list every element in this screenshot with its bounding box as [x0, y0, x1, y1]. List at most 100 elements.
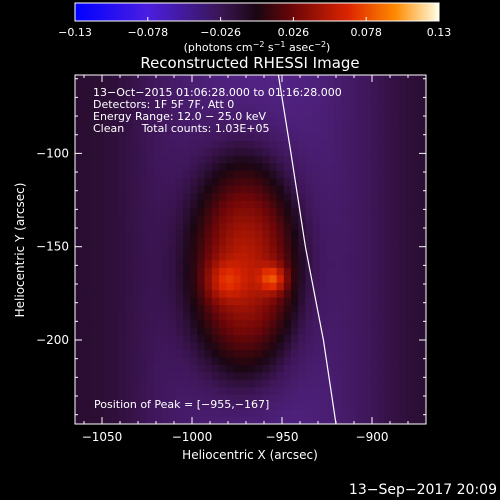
heatmap-pixel — [334, 356, 342, 365]
heatmap-pixel — [399, 95, 407, 104]
heatmap-pixel — [312, 349, 321, 358]
heatmap-pixel — [255, 110, 263, 119]
heatmap-pixel — [262, 341, 270, 350]
heatmap-pixel — [255, 192, 263, 201]
heatmap-pixel — [118, 394, 126, 403]
heatmap-pixel — [103, 289, 112, 298]
heatmap-pixel — [96, 394, 105, 403]
heatmap-pixel — [147, 364, 155, 373]
heatmap-pixel — [154, 132, 162, 141]
heatmap-pixel — [190, 259, 198, 268]
heatmap-pixel — [399, 125, 407, 134]
heatmap-pixel — [377, 312, 386, 321]
heatmap-pixel — [283, 409, 292, 418]
heatmap-pixel — [226, 364, 234, 373]
heatmap-pixel — [305, 244, 314, 253]
heatmap-pixel — [204, 110, 213, 119]
heatmap-pixel — [219, 371, 227, 380]
heatmap-pixel — [269, 125, 278, 134]
heatmap-pixel — [96, 244, 105, 253]
heatmap-pixel — [276, 102, 285, 112]
heatmap-pixel — [363, 312, 371, 321]
heatmap-pixel — [118, 110, 126, 119]
heatmap-pixel — [399, 267, 407, 276]
heatmap-pixel — [406, 259, 414, 268]
heatmap-pixel — [341, 416, 350, 424]
heatmap-pixel — [183, 304, 191, 313]
heatmap-pixel — [348, 394, 357, 403]
heatmap-pixel — [89, 386, 98, 395]
heatmap-pixel — [305, 334, 314, 343]
heatmap-pixel — [420, 312, 426, 321]
heatmap-pixel — [219, 88, 227, 97]
heatmap-pixel — [219, 267, 227, 276]
heatmap-pixel — [255, 371, 263, 380]
heatmap-pixel — [370, 371, 378, 380]
heatmap-pixel — [283, 229, 292, 238]
x-tick-label: −950 — [266, 430, 299, 444]
heatmap-pixel — [377, 356, 386, 365]
heatmap-pixel — [413, 140, 422, 149]
heatmap-pixel — [96, 222, 105, 231]
heatmap-pixel — [103, 237, 112, 246]
heatmap-pixel — [305, 386, 314, 395]
heatmap-pixel — [147, 237, 155, 246]
heatmap-pixel — [377, 192, 386, 201]
heatmap-pixel — [240, 185, 249, 194]
heatmap-pixel — [219, 237, 227, 246]
heatmap-pixel — [370, 244, 378, 253]
heatmap-pixel — [111, 394, 119, 403]
heatmap-pixel — [327, 200, 335, 209]
heatmap-pixel — [103, 125, 112, 134]
heatmap-pixel — [327, 282, 335, 291]
heatmap-pixel — [420, 207, 426, 216]
heatmap-pixel — [96, 200, 105, 209]
heatmap-pixel — [233, 110, 242, 119]
heatmap-pixel — [168, 289, 177, 298]
heatmap-pixel — [305, 394, 314, 403]
heatmap-pixel — [147, 80, 155, 89]
heatmap-pixel — [211, 341, 220, 350]
heatmap-pixel — [247, 177, 256, 186]
heatmap-pixel — [399, 371, 407, 380]
heatmap-pixel — [384, 237, 393, 246]
heatmap-pixel — [384, 312, 393, 321]
info-line-energy: Energy Range: 12.0 − 25.0 keV — [93, 110, 267, 123]
heatmap-pixel — [363, 289, 371, 298]
heatmap-pixel — [226, 140, 234, 149]
heatmap-pixel — [219, 326, 227, 336]
heatmap-pixel — [190, 237, 198, 246]
heatmap-pixel — [154, 237, 162, 246]
heatmap-pixel — [190, 75, 198, 82]
heatmap-pixel — [89, 237, 98, 246]
heatmap-pixel — [233, 379, 242, 388]
heatmap-pixel — [132, 200, 141, 209]
heatmap-pixel — [377, 282, 386, 291]
heatmap-pixel — [118, 125, 126, 134]
heatmap-pixel — [420, 297, 426, 306]
heatmap-pixel — [240, 304, 249, 313]
heatmap-pixel — [82, 282, 90, 291]
heatmap-pixel — [384, 214, 393, 224]
heatmap-pixel — [96, 88, 105, 97]
heatmap-pixel — [262, 132, 270, 141]
heatmap-pixel — [363, 162, 371, 171]
heatmap-pixel — [219, 185, 227, 194]
heatmap-pixel — [363, 102, 371, 112]
heatmap-pixel — [363, 319, 371, 328]
heatmap-pixel — [391, 102, 400, 112]
heatmap-pixel — [175, 252, 184, 261]
heatmap-pixel — [363, 185, 371, 194]
heatmap-pixel — [341, 140, 350, 149]
heatmap-pixel — [291, 185, 299, 194]
heatmap-pixel — [327, 394, 335, 403]
heatmap-pixel — [255, 237, 263, 246]
heatmap-pixel — [247, 155, 256, 164]
heatmap-pixel — [103, 162, 112, 171]
heatmap-pixel — [370, 252, 378, 261]
heatmap-pixel — [89, 289, 98, 298]
heatmap-pixel — [327, 185, 335, 194]
heatmap-pixel — [276, 259, 285, 268]
heatmap-pixel — [298, 155, 306, 164]
heatmap-pixel — [96, 132, 105, 141]
